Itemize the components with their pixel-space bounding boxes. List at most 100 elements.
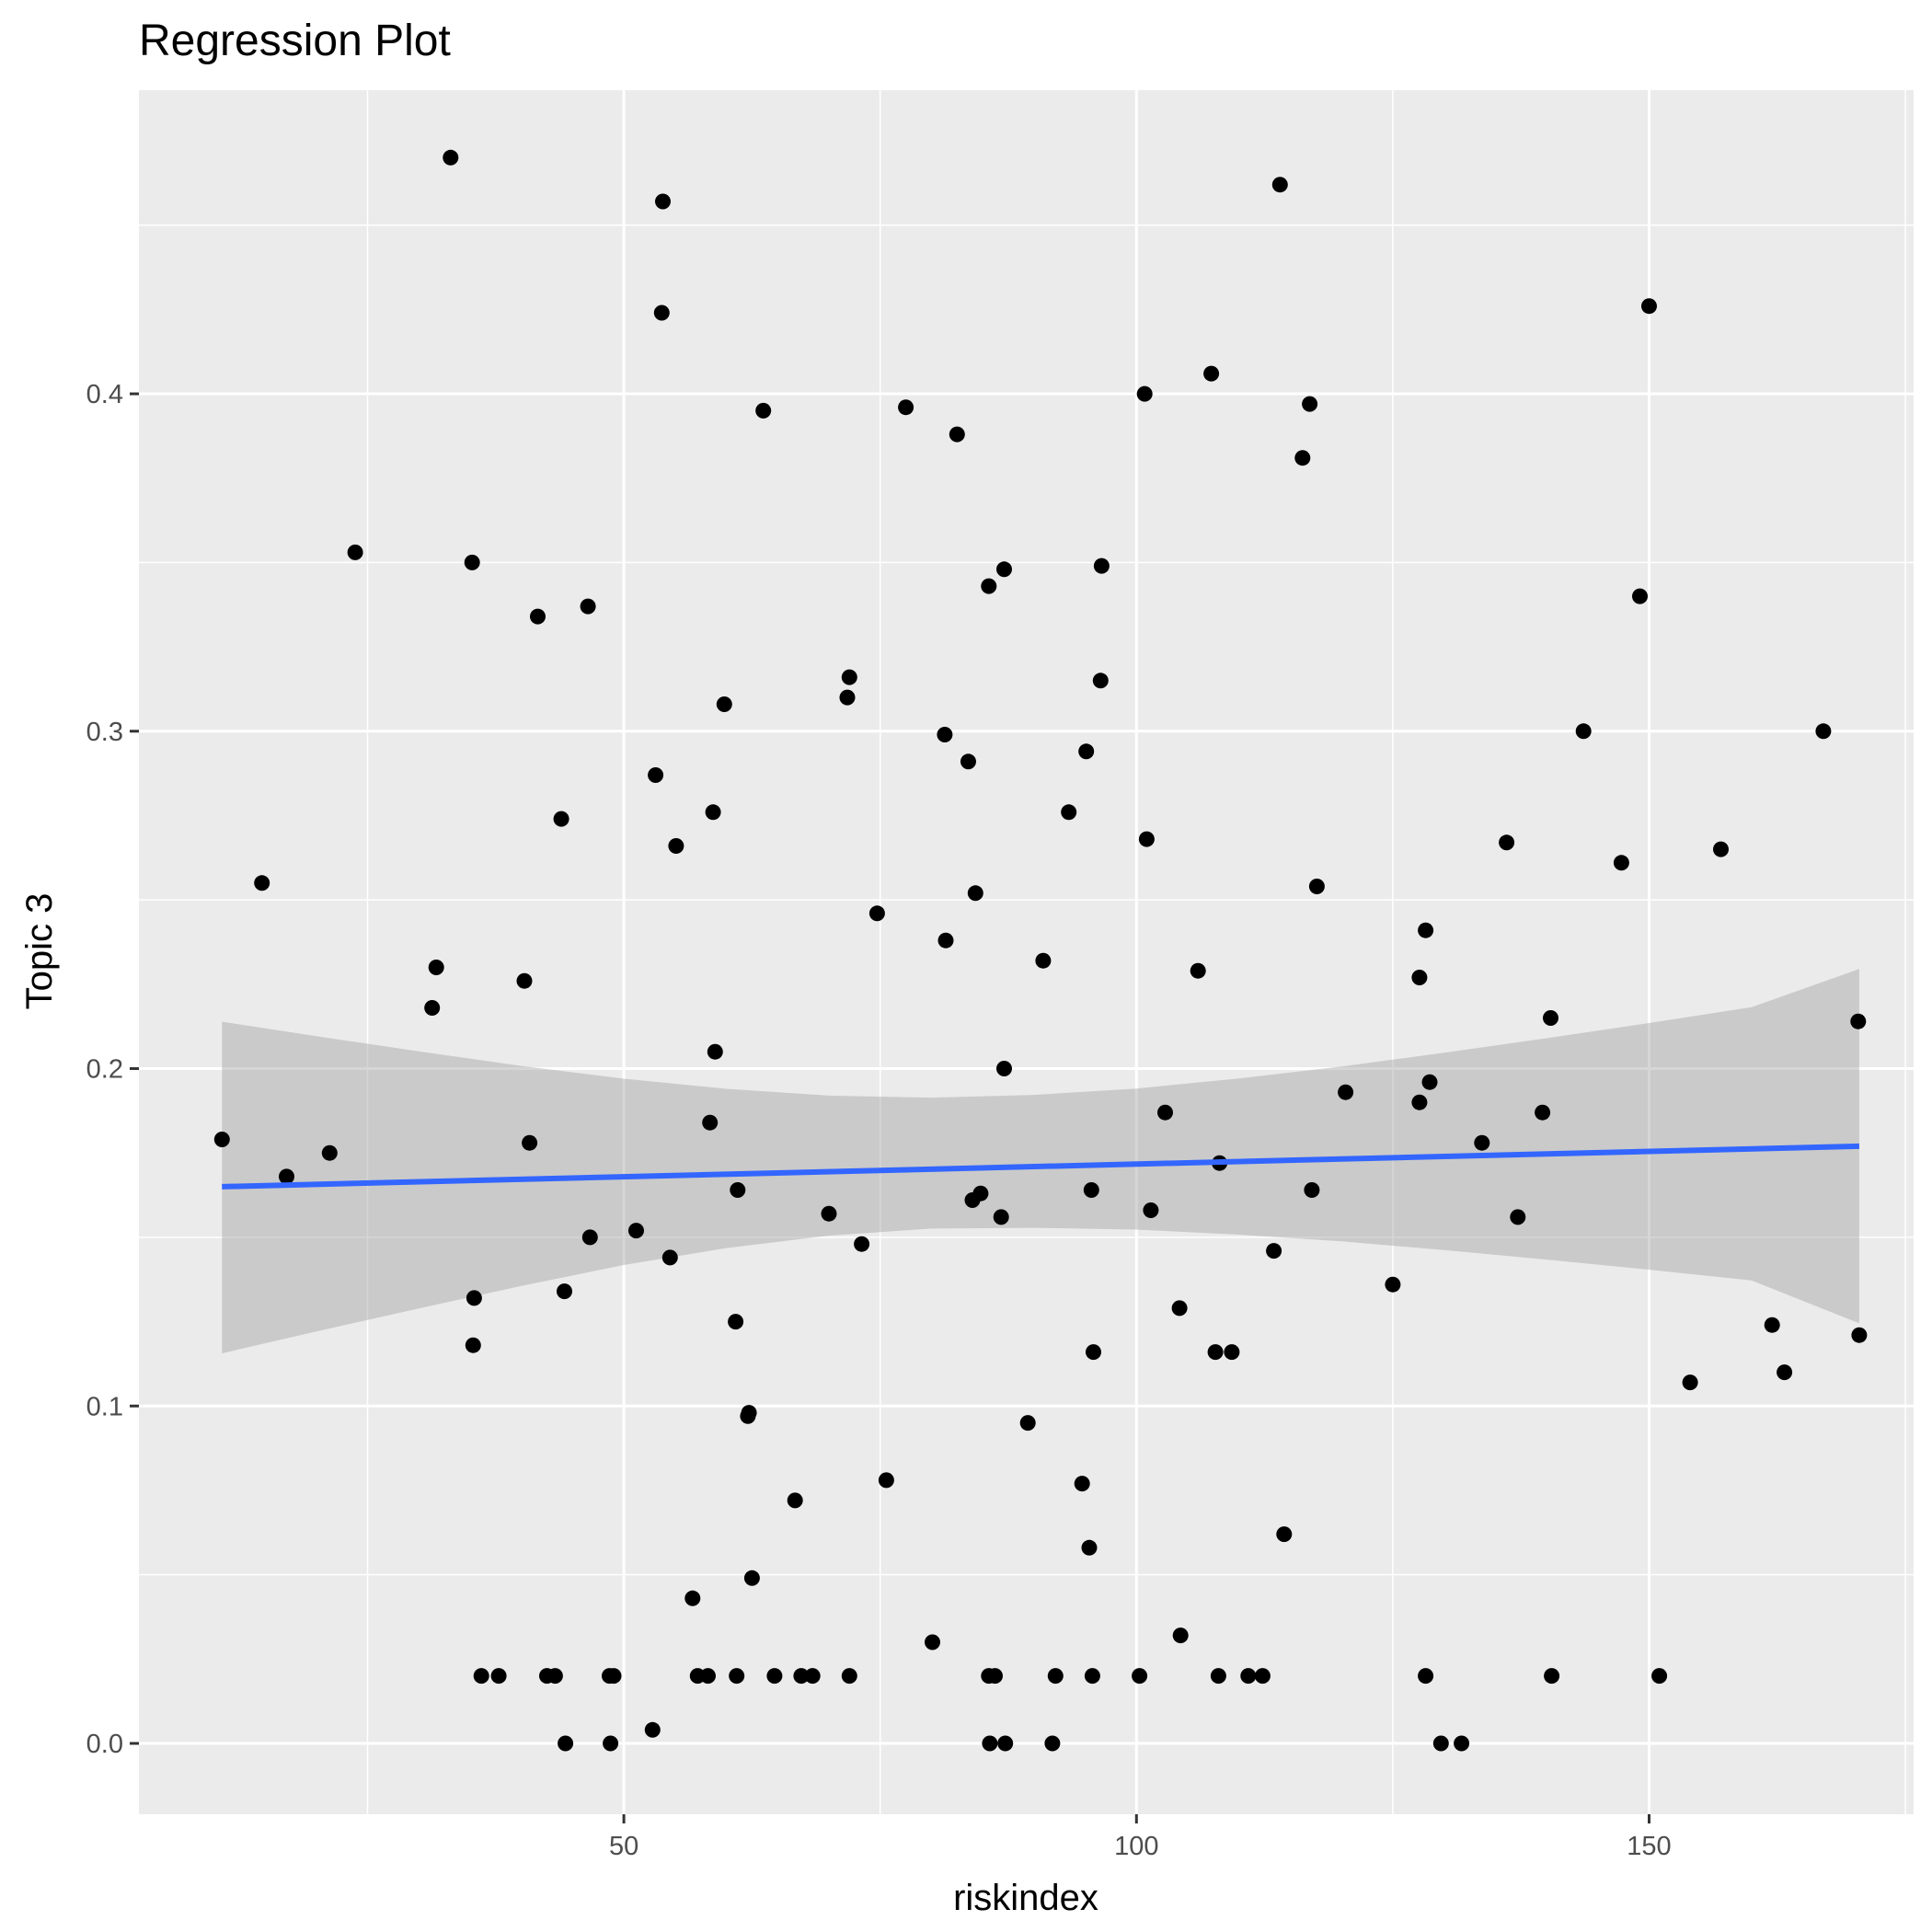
data-point bbox=[839, 689, 856, 706]
data-point bbox=[1613, 855, 1629, 871]
data-point bbox=[1143, 1202, 1159, 1218]
data-point bbox=[443, 149, 459, 166]
data-point bbox=[279, 1168, 294, 1185]
data-point bbox=[1850, 1013, 1867, 1029]
data-point bbox=[1411, 1094, 1428, 1110]
data-point bbox=[1086, 1344, 1101, 1361]
data-point bbox=[321, 1144, 338, 1161]
data-point bbox=[741, 1405, 757, 1421]
data-point bbox=[1157, 1104, 1173, 1121]
plot-panel bbox=[139, 90, 1914, 1814]
data-point bbox=[997, 1735, 1014, 1752]
data-point bbox=[1632, 588, 1648, 604]
data-point bbox=[1474, 1134, 1490, 1151]
data-point bbox=[743, 1570, 760, 1586]
y-tick-label: 0.1 bbox=[86, 1392, 123, 1421]
data-point bbox=[1190, 962, 1206, 979]
data-point bbox=[728, 1314, 744, 1330]
data-point bbox=[1132, 1668, 1148, 1685]
data-point bbox=[1454, 1735, 1470, 1752]
confidence-band bbox=[222, 969, 1859, 1353]
data-point bbox=[1682, 1374, 1698, 1391]
data-point bbox=[661, 1249, 678, 1266]
data-point bbox=[653, 305, 670, 321]
data-point bbox=[655, 193, 671, 210]
major-gridlines bbox=[139, 90, 1914, 1814]
data-point bbox=[254, 875, 270, 891]
data-point bbox=[557, 1283, 572, 1300]
data-point bbox=[707, 1043, 723, 1060]
data-point bbox=[993, 1209, 1009, 1225]
data-point bbox=[516, 972, 533, 989]
x-tick-label: 150 bbox=[1627, 1832, 1671, 1861]
data-point bbox=[1266, 1243, 1282, 1259]
data-point bbox=[1302, 396, 1318, 412]
data-point bbox=[996, 561, 1012, 578]
data-point bbox=[730, 1182, 746, 1198]
y-tick-label: 0.3 bbox=[86, 718, 123, 747]
data-point bbox=[841, 1668, 857, 1685]
data-point bbox=[684, 1590, 701, 1606]
data-point bbox=[648, 767, 664, 783]
data-point bbox=[1078, 743, 1095, 760]
data-point bbox=[1411, 970, 1428, 985]
data-point bbox=[1764, 1317, 1780, 1333]
data-point bbox=[868, 905, 885, 922]
data-point bbox=[1651, 1668, 1668, 1685]
data-point bbox=[821, 1205, 837, 1222]
data-point bbox=[1210, 1668, 1226, 1685]
data-point bbox=[755, 402, 772, 419]
confidence-band-layer bbox=[222, 969, 1859, 1353]
data-point bbox=[1851, 1327, 1868, 1343]
data-point bbox=[1510, 1209, 1526, 1225]
data-point bbox=[546, 1668, 563, 1685]
data-point bbox=[605, 1668, 622, 1685]
data-point bbox=[1081, 1539, 1098, 1556]
data-point bbox=[530, 608, 546, 625]
data-point bbox=[1035, 952, 1052, 969]
y-tick-label: 0.4 bbox=[86, 380, 123, 409]
data-point bbox=[1777, 1364, 1793, 1381]
chart-title: Regression Plot bbox=[139, 17, 451, 65]
data-point bbox=[668, 838, 684, 854]
data-point bbox=[967, 885, 983, 902]
data-point bbox=[428, 960, 444, 975]
data-point bbox=[1207, 1344, 1224, 1361]
data-point bbox=[937, 932, 954, 949]
x-tick-label: 50 bbox=[609, 1832, 638, 1861]
data-point bbox=[1254, 1668, 1271, 1685]
data-point bbox=[987, 1668, 1003, 1685]
data-point bbox=[1535, 1104, 1551, 1121]
x-axis-ticks: 50 100 150 bbox=[609, 1814, 1672, 1861]
regression-line bbox=[222, 1143, 1860, 1190]
data-point bbox=[1815, 723, 1832, 740]
y-tick-label: 0.0 bbox=[86, 1730, 123, 1759]
data-point bbox=[700, 1668, 716, 1685]
data-point bbox=[937, 727, 953, 742]
data-point bbox=[490, 1668, 507, 1685]
data-point bbox=[1308, 879, 1325, 894]
data-point bbox=[1544, 1668, 1560, 1685]
data-point bbox=[1418, 1668, 1434, 1685]
data-point bbox=[1061, 804, 1077, 821]
data-point bbox=[1418, 922, 1434, 938]
data-point bbox=[473, 1668, 489, 1685]
data-point bbox=[1172, 1627, 1189, 1644]
data-point bbox=[841, 669, 857, 685]
data-point bbox=[1083, 1182, 1099, 1198]
data-point bbox=[1203, 365, 1220, 382]
data-point bbox=[1093, 558, 1110, 574]
data-point bbox=[702, 1114, 719, 1131]
x-axis-title: riskindex bbox=[953, 1878, 1098, 1918]
data-point bbox=[347, 544, 363, 560]
minor-gridlines bbox=[139, 90, 1914, 1814]
data-point bbox=[424, 1000, 441, 1016]
regression-line-layer bbox=[222, 1143, 1860, 1190]
data-point bbox=[1138, 831, 1155, 847]
data-point bbox=[981, 578, 997, 594]
data-point bbox=[925, 1634, 940, 1650]
data-point bbox=[1171, 1300, 1188, 1317]
scatter-points-layer bbox=[213, 149, 1868, 1752]
data-point bbox=[464, 554, 480, 570]
